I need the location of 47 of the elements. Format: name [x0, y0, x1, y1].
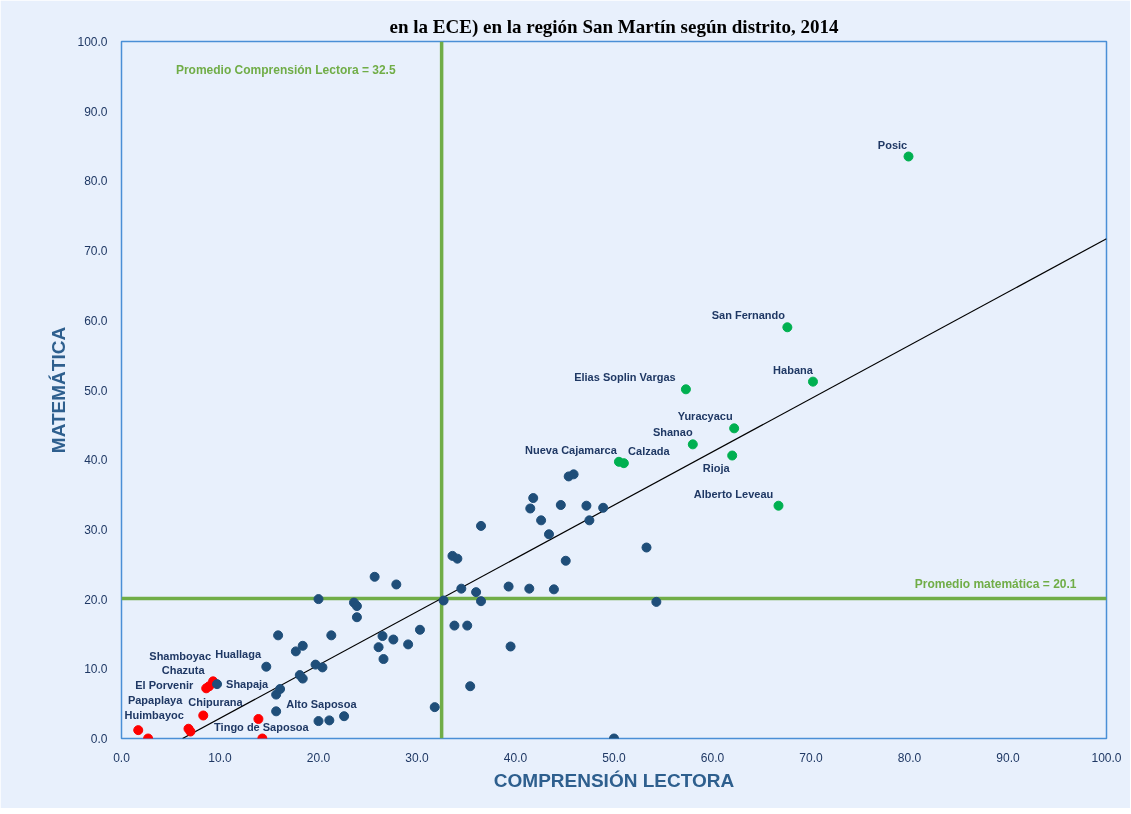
- y-tick-label: 90.0: [84, 104, 108, 119]
- annotation: Posic: [877, 138, 908, 151]
- annotation: Papaplaya: [127, 693, 184, 706]
- x-tick-label: 80.0: [897, 750, 922, 765]
- annotation: El Porvenir: [135, 679, 195, 692]
- ref-line-label: Promedio matemática = 20.1: [914, 577, 1077, 592]
- y-tick-label: 50.0: [84, 383, 108, 398]
- x-tick-label: 50.0: [602, 750, 626, 765]
- annotation: Nueva Cajamarca: [525, 443, 618, 456]
- annotation: Huallaga: [215, 648, 262, 661]
- y-tick-label: 100.0: [77, 35, 108, 49]
- y-tick-label: 0.0: [90, 732, 108, 746]
- annotation: Alberto Leveau: [693, 487, 774, 500]
- x-tick-label: 90.0: [996, 750, 1020, 765]
- x-tick-label: 60.0: [700, 750, 725, 765]
- annotation: Huimbayoc: [124, 709, 184, 722]
- x-tick-label: 0.0: [113, 750, 131, 765]
- y-tick-label: 80.0: [84, 174, 108, 189]
- y-tick-label: 70.0: [84, 244, 108, 259]
- annotation: Alto Saposoa: [286, 697, 358, 710]
- x-tick-label: 10.0: [208, 750, 232, 765]
- x-tick-label: 30.0: [405, 750, 429, 765]
- x-axis-title: COMPRENSIÓN LECTORA: [493, 769, 735, 791]
- annotation: Shanao: [652, 426, 693, 439]
- y-tick-label: 60.0: [84, 313, 108, 328]
- annotation: Chipurana: [188, 695, 244, 708]
- annotation: Chazuta: [161, 664, 206, 677]
- annotation: Tingo de Saposoa: [214, 720, 310, 733]
- annotation: Yuracyacu: [677, 410, 733, 423]
- y-axis-title: MATEMÁTICA: [48, 326, 70, 454]
- annotation: Rioja: [702, 461, 731, 474]
- chart-title: en la ECE) en la región San Martín según distrito, 2014: [389, 15, 839, 38]
- y-tick-label: 40.0: [84, 453, 108, 468]
- annotation: Elias Soplin Vargas: [574, 371, 676, 384]
- y-tick-label: 20.0: [84, 592, 108, 607]
- annotation: Calzada: [628, 445, 671, 458]
- y-tick-label: 10.0: [84, 662, 108, 677]
- x-tick-label: 20.0: [306, 750, 331, 765]
- annotation: San Fernando: [711, 309, 786, 322]
- annotation: Habana: [773, 363, 814, 376]
- annotation: Shapaja: [226, 678, 270, 691]
- x-tick-label: 40.0: [503, 750, 528, 765]
- annotation: Shamboyac: [149, 650, 212, 663]
- x-tick-label: 100.0: [1091, 750, 1122, 765]
- y-tick-label: 30.0: [84, 522, 108, 537]
- x-tick-label: 70.0: [799, 750, 823, 765]
- ref-line-label: Promedio Comprensión Lectora = 32.5: [175, 62, 396, 77]
